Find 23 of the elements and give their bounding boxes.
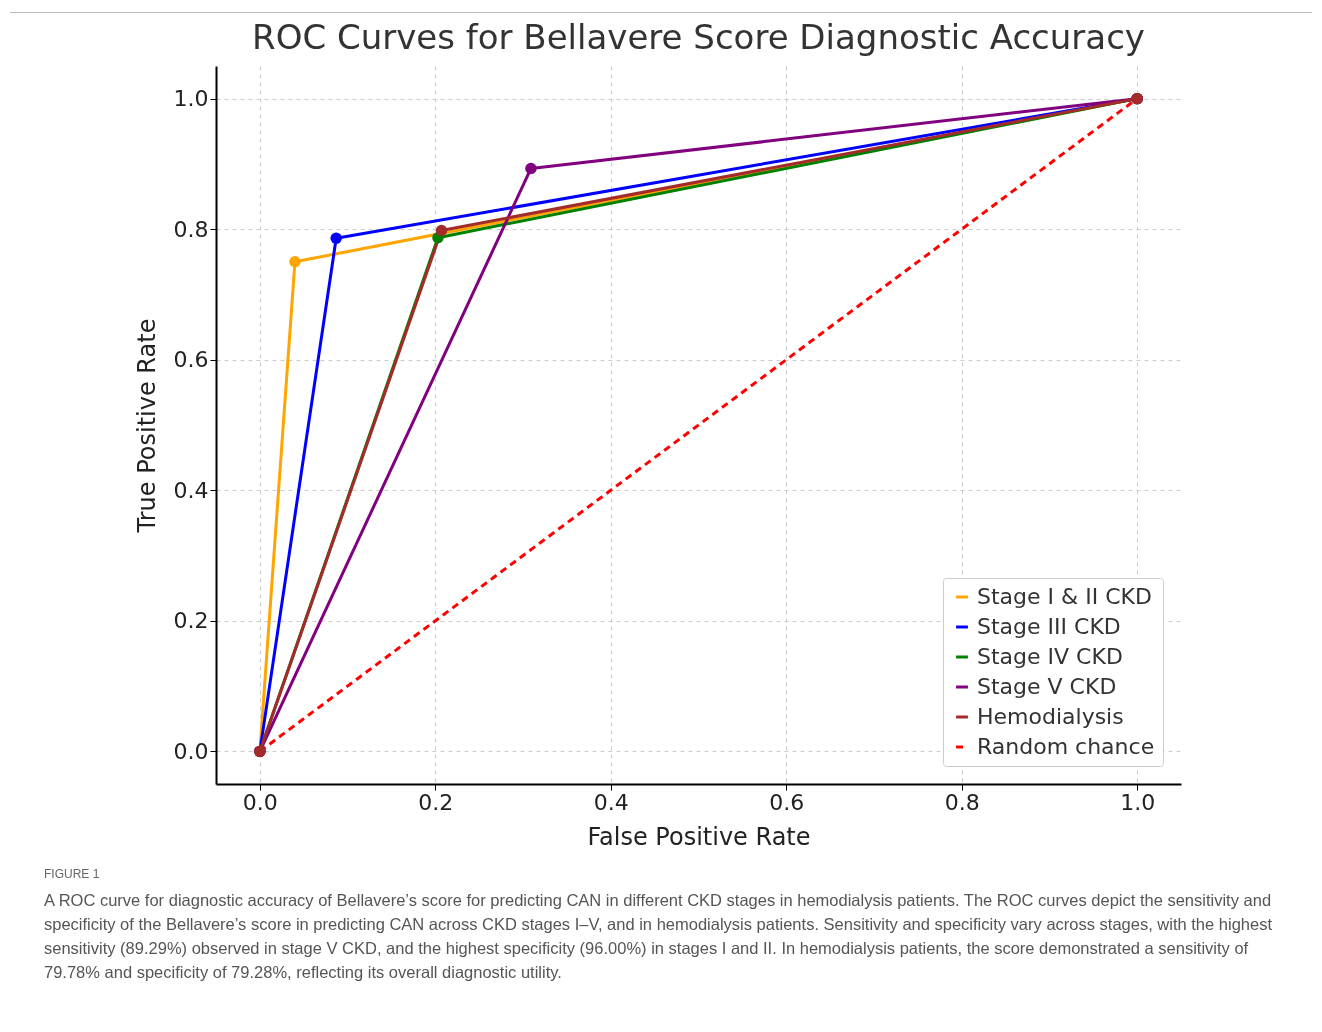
- x-tick-label: 0.6: [769, 789, 805, 815]
- legend-label: Stage I & II CKD: [977, 584, 1152, 609]
- chart-title: ROC Curves for Bellavere Score Diagnostic Accuracy: [252, 17, 1145, 57]
- y-tick-label: 0.8: [173, 216, 209, 242]
- y-tick-label: 0.0: [173, 738, 209, 764]
- text: A ROC curve for diagnostic accuracy of Bellavere’s score for predicting CAN in different CKD stages in hemodialysis patients. The ROC curves depict the sensitivity and specificity of the Bellavere’s score in predicting CAN across CKD stages I–V, and in hemodialysis patients. Sensitivity and specificity vary across stages, with the highest sensitivity (89.29%) observed in stage V CKD, and the highest specificity (96.00%) in stages I and II. In hemodialysis patients, the score demonstrated a sensitivity of 79.78% and specificity of 79.28%, reflecting its overall diagnostic utility.: [44, 890, 1273, 983]
- y-tick-label: 0.4: [173, 477, 209, 503]
- x-tick-label: 0.2: [418, 789, 454, 815]
- legend-label: Stage V CKD: [977, 674, 1117, 699]
- legend-label: Random chance: [977, 734, 1155, 759]
- x-tick-label: 0.8: [944, 789, 980, 815]
- legend-label: Hemodialysis: [977, 704, 1124, 729]
- y-axis-title: True Positive Rate: [132, 318, 161, 534]
- x-tick-label: 1.0: [1120, 789, 1156, 815]
- x-axis-title: False Positive Rate: [587, 822, 811, 851]
- x-tick-label: 0.4: [593, 789, 629, 815]
- x-tick-label: 0.0: [242, 789, 278, 815]
- legend-label: Stage III CKD: [977, 614, 1121, 639]
- y-tick-label: 1.0: [173, 86, 209, 112]
- caption: FIGURE 1: [44, 866, 101, 883]
- y-tick-label: 0.6: [173, 347, 209, 373]
- legend-label: Stage IV CKD: [977, 644, 1123, 669]
- y-tick-label: 0.2: [173, 608, 209, 634]
